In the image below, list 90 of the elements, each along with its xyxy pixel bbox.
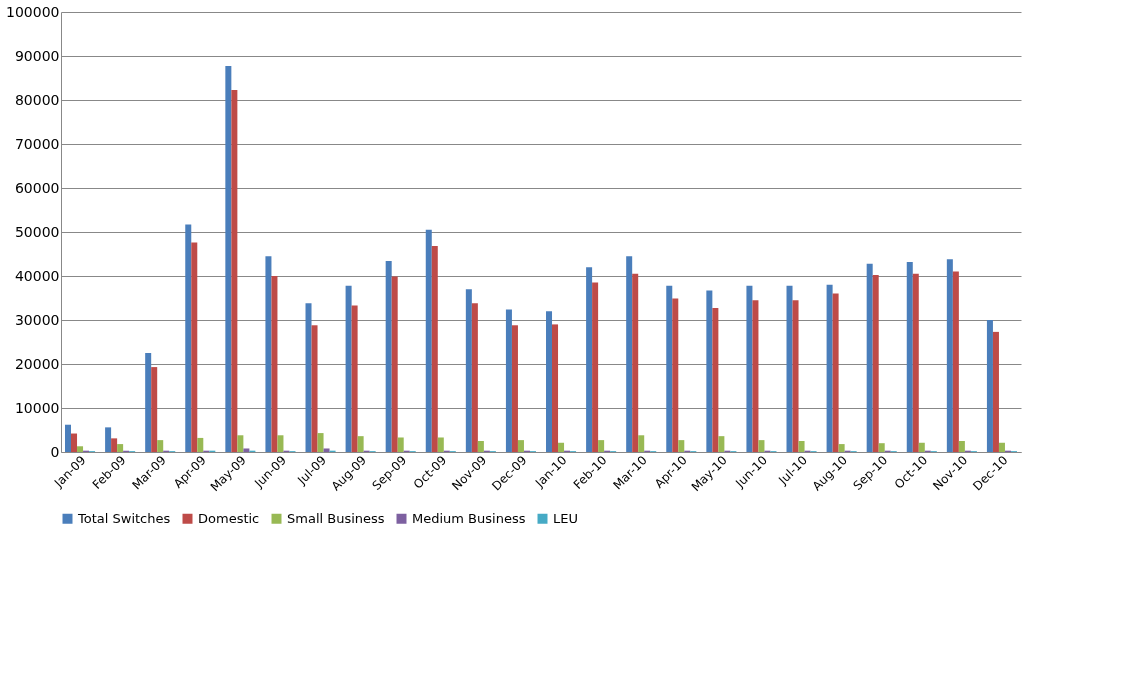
bar bbox=[277, 435, 284, 452]
bar bbox=[872, 275, 879, 452]
bar bbox=[912, 273, 919, 452]
bar bbox=[71, 433, 78, 452]
bar bbox=[397, 437, 404, 452]
bar bbox=[552, 324, 559, 452]
bar bbox=[558, 442, 565, 452]
legend-label: Total Switches bbox=[77, 510, 171, 526]
bar bbox=[712, 308, 719, 452]
bar bbox=[117, 444, 124, 452]
bar bbox=[145, 353, 152, 452]
bar bbox=[746, 285, 753, 452]
y-tick-label: 0 bbox=[50, 443, 60, 460]
bar bbox=[638, 435, 645, 452]
legend-label: Medium Business bbox=[412, 510, 526, 526]
bar bbox=[157, 440, 164, 452]
bar bbox=[998, 442, 1005, 452]
bar bbox=[826, 284, 833, 452]
bar bbox=[305, 303, 312, 452]
bar bbox=[678, 440, 685, 452]
y-tick-label: 50000 bbox=[14, 223, 60, 240]
bar bbox=[546, 311, 553, 452]
bar bbox=[185, 224, 192, 452]
bar bbox=[271, 276, 278, 452]
y-tick-label: 40000 bbox=[14, 267, 60, 284]
bar bbox=[906, 261, 913, 452]
bar bbox=[632, 273, 639, 452]
bar bbox=[357, 436, 364, 452]
bar bbox=[866, 263, 873, 452]
bar bbox=[706, 290, 713, 452]
y-tick-label: 70000 bbox=[14, 135, 60, 152]
bar bbox=[986, 320, 993, 452]
y-tick-label: 10000 bbox=[14, 399, 60, 416]
bar bbox=[197, 437, 204, 452]
bar bbox=[626, 256, 633, 452]
y-tick-label: 30000 bbox=[14, 311, 60, 328]
bar bbox=[231, 89, 238, 452]
bar bbox=[666, 285, 673, 452]
bar bbox=[838, 444, 845, 452]
bar bbox=[105, 427, 112, 452]
bar bbox=[437, 437, 444, 452]
bar bbox=[786, 285, 793, 452]
bar bbox=[477, 441, 484, 452]
bar bbox=[505, 309, 512, 452]
bar bbox=[758, 440, 765, 452]
bar bbox=[425, 229, 432, 452]
bar bbox=[391, 276, 398, 452]
bar bbox=[345, 285, 352, 452]
bar bbox=[243, 448, 250, 452]
bar bbox=[237, 435, 244, 452]
bar bbox=[798, 441, 805, 452]
bar bbox=[752, 300, 759, 452]
legend-label: Domestic bbox=[198, 510, 260, 526]
bar bbox=[918, 442, 925, 452]
bar bbox=[225, 66, 232, 452]
bar bbox=[265, 256, 272, 452]
bar bbox=[465, 289, 472, 452]
legend-label: Small Business bbox=[287, 510, 385, 526]
bar bbox=[65, 424, 72, 452]
bar bbox=[832, 293, 839, 452]
bar bbox=[952, 271, 959, 452]
bar bbox=[517, 440, 524, 452]
y-tick-label: 90000 bbox=[14, 47, 60, 64]
y-tick-label: 20000 bbox=[14, 355, 60, 372]
bar bbox=[191, 242, 198, 452]
bar bbox=[111, 438, 118, 452]
bar bbox=[385, 261, 392, 452]
bar bbox=[471, 303, 478, 452]
y-tick-label: 60000 bbox=[14, 179, 60, 196]
bar bbox=[317, 433, 324, 452]
bar bbox=[672, 298, 679, 452]
bar bbox=[151, 367, 158, 452]
bar bbox=[77, 446, 84, 452]
bar bbox=[592, 282, 599, 452]
bar bbox=[351, 305, 358, 452]
y-tick-label: 80000 bbox=[14, 91, 60, 108]
bar bbox=[946, 259, 953, 452]
bar bbox=[878, 443, 885, 452]
bar bbox=[992, 331, 999, 452]
bar bbox=[586, 267, 593, 452]
bar bbox=[311, 325, 318, 452]
bar bbox=[598, 440, 605, 452]
bar bbox=[511, 325, 518, 452]
bar bbox=[431, 246, 438, 452]
y-tick-label: 100000 bbox=[6, 3, 60, 20]
legend-label: LEU bbox=[553, 510, 578, 526]
bar bbox=[958, 441, 965, 452]
bar bbox=[792, 300, 799, 452]
bar bbox=[323, 448, 330, 452]
bar bbox=[718, 436, 725, 452]
